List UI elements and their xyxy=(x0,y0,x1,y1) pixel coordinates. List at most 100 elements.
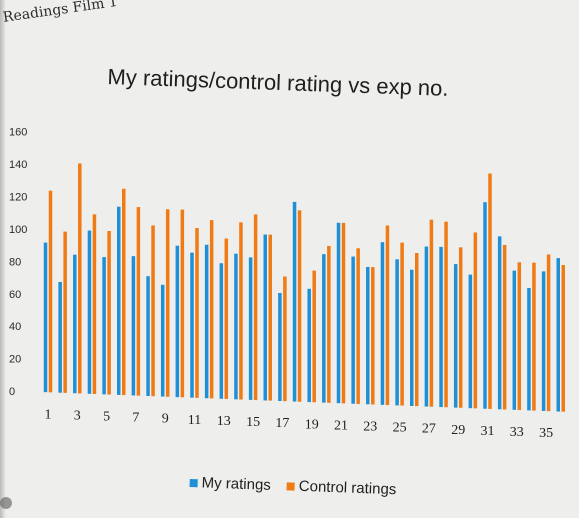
x-tick-label: 31 xyxy=(481,424,495,439)
x-tick-label: 25 xyxy=(393,421,407,436)
bar-control-ratings xyxy=(488,173,492,409)
x-tick-label: 13 xyxy=(217,414,231,429)
x-tick-label: 35 xyxy=(539,426,553,441)
bar-my-ratings xyxy=(439,246,443,408)
bar-my-ratings xyxy=(102,257,106,395)
bar-my-ratings xyxy=(263,234,267,401)
bar-control-ratings xyxy=(63,231,67,393)
bar-control-ratings xyxy=(180,209,185,398)
x-tick-label: 11 xyxy=(188,413,201,428)
bar-my-ratings xyxy=(410,269,414,406)
y-tick-label: 0 xyxy=(9,386,15,398)
bar-control-ratings xyxy=(283,276,287,402)
bar-control-ratings xyxy=(327,245,331,403)
bar-group xyxy=(43,163,565,412)
x-tick-label: 29 xyxy=(451,423,465,438)
bar-my-ratings xyxy=(160,284,165,397)
x-tick-label: 33 xyxy=(510,425,524,440)
bar-my-ratings xyxy=(483,202,487,409)
bar-my-ratings xyxy=(278,292,282,401)
bar-my-ratings xyxy=(366,266,370,405)
bar-control-ratings xyxy=(356,248,360,404)
bar-my-ratings xyxy=(117,206,121,395)
x-tick-label: 1 xyxy=(45,407,52,422)
bar-control-ratings xyxy=(239,222,243,400)
bar-control-ratings xyxy=(268,234,272,401)
bar-control-ratings xyxy=(561,265,565,412)
legend-swatch-my-ratings xyxy=(189,478,198,487)
bar-control-ratings xyxy=(312,270,316,403)
bar-my-ratings xyxy=(527,288,531,411)
legend-label-my-ratings: My ratings xyxy=(201,474,272,494)
bar-my-ratings xyxy=(73,254,77,394)
bar-my-ratings xyxy=(204,244,209,399)
x-tick-label: 15 xyxy=(246,415,260,430)
bar-my-ratings xyxy=(556,258,560,412)
bar-control-ratings xyxy=(341,222,346,404)
bar-control-ratings xyxy=(444,221,448,408)
y-tick-label: 140 xyxy=(9,159,27,171)
x-tick-label: 21 xyxy=(334,418,348,433)
camera-shadow-mark xyxy=(0,497,12,509)
legend-item-my-ratings: My ratings xyxy=(189,474,271,494)
bar-control-ratings xyxy=(473,232,478,409)
y-tick-label: 120 xyxy=(9,191,27,203)
x-tick-label: 5 xyxy=(103,410,110,425)
bar-control-ratings xyxy=(151,225,155,397)
bar-my-ratings xyxy=(497,236,502,410)
x-tick-label: 3 xyxy=(74,408,81,423)
bar-my-ratings xyxy=(468,274,473,409)
bar-my-ratings xyxy=(146,276,150,397)
bar-my-ratings xyxy=(43,242,48,393)
bar-control-ratings xyxy=(458,247,463,408)
bar-my-ratings xyxy=(380,242,385,405)
x-tick-label: 7 xyxy=(132,411,139,426)
x-tick-label: 23 xyxy=(363,419,377,434)
y-tick-label: 40 xyxy=(9,321,21,333)
bar-my-ratings xyxy=(322,254,326,403)
bar-control-ratings xyxy=(122,188,126,396)
bar-my-ratings xyxy=(351,256,355,404)
bar-my-ratings xyxy=(541,271,546,411)
x-axis-ticks: 1 3 5 7 9 11 13 15 17 19 21 23 25 27 29 31 33 35 xyxy=(45,407,554,441)
bar-my-ratings xyxy=(395,259,399,406)
bar-control-ratings xyxy=(107,231,111,395)
y-tick-label: 60 xyxy=(9,289,21,301)
bar-control-ratings xyxy=(297,210,302,402)
bar-control-ratings xyxy=(48,190,53,393)
bar-my-ratings xyxy=(190,252,194,398)
bar-control-ratings xyxy=(517,262,522,411)
y-tick-label: 160 xyxy=(9,127,27,139)
bar-control-ratings xyxy=(136,207,141,396)
bar-control-ratings xyxy=(400,242,404,406)
bar-my-ratings xyxy=(175,245,180,398)
bar-my-ratings xyxy=(219,263,224,399)
y-tick-label: 80 xyxy=(9,256,21,268)
bar-control-ratings xyxy=(532,262,536,411)
bar-control-ratings xyxy=(78,163,82,394)
bar-control-ratings xyxy=(546,254,551,412)
y-tick-label: 20 xyxy=(9,354,21,366)
page-edge-shadow xyxy=(0,0,6,518)
bar-my-ratings xyxy=(87,230,92,394)
bar-control-ratings xyxy=(429,219,434,407)
bar-my-ratings xyxy=(234,253,238,400)
bar-my-ratings xyxy=(424,246,429,407)
y-axis-ticks: 0 20 40 60 80 100 120 140 160 xyxy=(9,127,27,398)
x-tick-label: 19 xyxy=(305,417,319,432)
bar-control-ratings xyxy=(209,220,214,399)
bar-my-ratings xyxy=(307,288,311,403)
bar-control-ratings xyxy=(165,209,170,397)
x-tick-label: 17 xyxy=(275,416,289,431)
x-tick-label: 9 xyxy=(162,412,169,427)
bar-control-ratings xyxy=(92,214,97,394)
bar-control-ratings xyxy=(415,253,419,407)
bar-my-ratings xyxy=(58,282,62,393)
bar-my-ratings xyxy=(292,201,297,402)
bar-control-ratings xyxy=(385,225,390,406)
legend-swatch-control-ratings xyxy=(286,481,295,491)
bar-my-ratings xyxy=(512,270,517,410)
y-tick-label: 100 xyxy=(9,224,27,236)
bar-my-ratings xyxy=(131,256,136,396)
